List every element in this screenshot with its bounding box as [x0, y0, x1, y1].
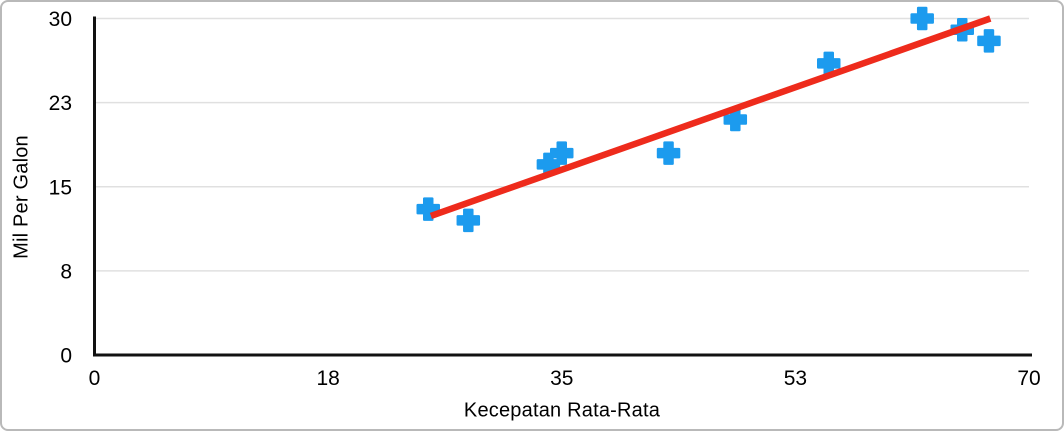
- data-point-marker: [456, 208, 481, 233]
- y-tick-label: 30: [49, 8, 72, 31]
- x-tick-label: 70: [1017, 367, 1040, 390]
- y-axis-title: Mil Per Galon: [10, 135, 33, 259]
- data-point-marker: [910, 6, 934, 31]
- x-tick-label: 18: [316, 367, 339, 390]
- x-tick-label: 0: [89, 367, 101, 390]
- data-point-marker: [416, 197, 440, 221]
- y-tick-label: 15: [49, 176, 72, 199]
- data-point-marker: [656, 141, 681, 165]
- x-axis-title: Kecepatan Rata-Rata: [463, 399, 661, 422]
- x-tick-label: 53: [784, 367, 807, 390]
- y-tick-label: 23: [49, 92, 72, 115]
- y-tick-label: 0: [60, 345, 72, 368]
- trendline: [429, 15, 992, 219]
- data-point-marker: [550, 141, 574, 165]
- y-tick-label: 8: [60, 260, 72, 283]
- x-tick-label: 35: [550, 367, 573, 390]
- data-point-marker: [977, 29, 1001, 53]
